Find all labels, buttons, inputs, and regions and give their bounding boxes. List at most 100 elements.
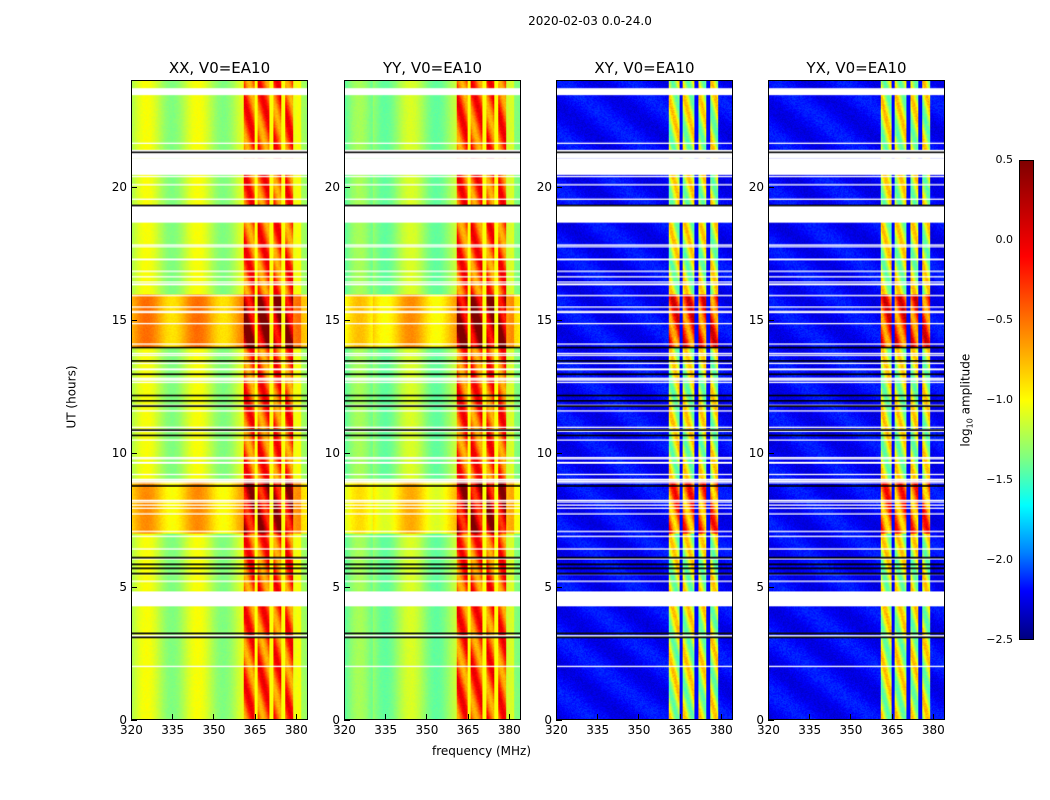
x-tick-mark [385,714,387,720]
x-tick-label: 380 [497,723,521,737]
x-tick-label: 380 [284,723,308,737]
y-tick-mark [556,186,562,188]
panel-title: YY, V0=EA10 [382,59,483,77]
y-tick-mark [556,320,562,321]
colorbar-tick-label: −2.0 [986,553,1013,566]
y-tick-mark [131,586,137,588]
heatmap-panel-xy [556,80,733,720]
heatmap-panel-xx [131,80,308,720]
panel-title: XX, V0=EA10 [168,59,271,77]
x-tick-label: 335 [374,723,398,737]
x-tick-label: 380 [709,723,733,737]
x-tick-mark [720,714,722,720]
colorbar-tick-label: −1.0 [986,393,1013,406]
y-axis-label: UT (hours) [64,365,79,429]
x-tick-label: 365 [243,723,267,737]
x-tick-mark [508,714,510,720]
x-tick-label: 365 [456,723,480,737]
y-tick-label: 0 [544,713,552,727]
y-tick-label: 5 [332,579,340,594]
x-tick-mark [467,714,469,720]
colorbar [1019,160,1034,640]
x-tick-mark [295,714,297,720]
y-tick-label: 20 [536,179,552,194]
y-tick-label: 5 [544,579,552,594]
x-tick-label: 320 [545,723,568,737]
x-tick-label: 380 [921,723,945,737]
colorbar-tick-label: −0.5 [986,313,1013,326]
panel-title: XY, V0=EA10 [594,59,695,77]
x-tick-label: 350 [202,723,226,737]
x-tick-mark [932,714,934,720]
x-tick-mark [809,714,811,720]
x-axis-label: frequency (MHz) [432,744,532,758]
heatmap-image [769,81,944,719]
heatmap-image [557,81,732,719]
panel-title: YX, V0=EA10 [806,59,907,77]
colorbar-tick-label: 0.5 [995,153,1014,166]
x-tick-mark [768,714,769,720]
y-tick-mark [556,586,562,588]
y-tick-mark [344,586,350,588]
y-tick-mark [556,453,562,455]
x-tick-mark [891,714,893,720]
x-tick-label: 365 [880,723,904,737]
y-tick-label: 15 [536,313,552,327]
y-tick-label: 0 [119,713,127,727]
x-tick-label: 320 [333,723,356,737]
y-tick-label: 15 [324,313,340,327]
y-tick-mark [768,586,774,588]
y-tick-mark [131,186,137,188]
heatmap-image [345,81,520,719]
y-tick-label: 10 [748,446,764,461]
figure-title: 2020-02-03 0.0-24.0 [528,14,652,28]
heatmap-image [132,81,307,719]
colorbar-tick-label: −2.5 [986,633,1013,646]
x-tick-mark [172,714,174,720]
y-tick-label: 0 [756,713,764,727]
y-tick-label: 10 [324,446,340,461]
y-tick-label: 20 [324,179,340,194]
y-tick-mark [556,720,562,721]
y-tick-mark [131,453,137,455]
x-tick-label: 335 [798,723,822,737]
x-tick-label: 350 [839,723,863,737]
x-tick-mark [679,714,681,720]
x-tick-label: 365 [668,723,692,737]
x-tick-mark [254,714,256,720]
y-tick-mark [768,320,774,321]
heatmap-panel-yy [344,80,521,720]
y-tick-mark [344,320,350,321]
y-tick-mark [131,320,137,321]
x-tick-mark [638,714,640,720]
y-tick-label: 20 [748,179,764,194]
y-tick-mark [131,720,137,721]
y-tick-label: 15 [748,313,764,327]
x-tick-label: 350 [627,723,651,737]
colorbar-label: log10 amplitude [958,353,975,447]
x-tick-label: 350 [415,723,439,737]
y-tick-label: 10 [111,446,127,461]
y-tick-mark [768,186,774,188]
y-tick-mark [768,720,774,721]
x-tick-label: 335 [161,723,185,737]
heatmap-panel-yx [768,80,945,720]
y-tick-label: 0 [332,713,340,727]
colorbar-tick-label: −1.5 [986,473,1013,486]
x-tick-label: 320 [120,723,143,737]
y-tick-label: 10 [536,446,552,461]
x-tick-label: 320 [757,723,780,737]
x-tick-mark [131,714,132,720]
y-tick-label: 15 [111,313,127,327]
colorbar-tick-label: 0.0 [995,233,1014,246]
y-tick-label: 5 [756,579,764,594]
y-tick-mark [768,453,774,455]
x-tick-label: 335 [586,723,610,737]
x-tick-mark [597,714,599,720]
y-tick-mark [344,720,350,721]
x-tick-mark [213,714,215,720]
y-tick-label: 5 [119,579,127,594]
y-tick-label: 20 [111,179,127,194]
x-tick-mark [426,714,428,720]
